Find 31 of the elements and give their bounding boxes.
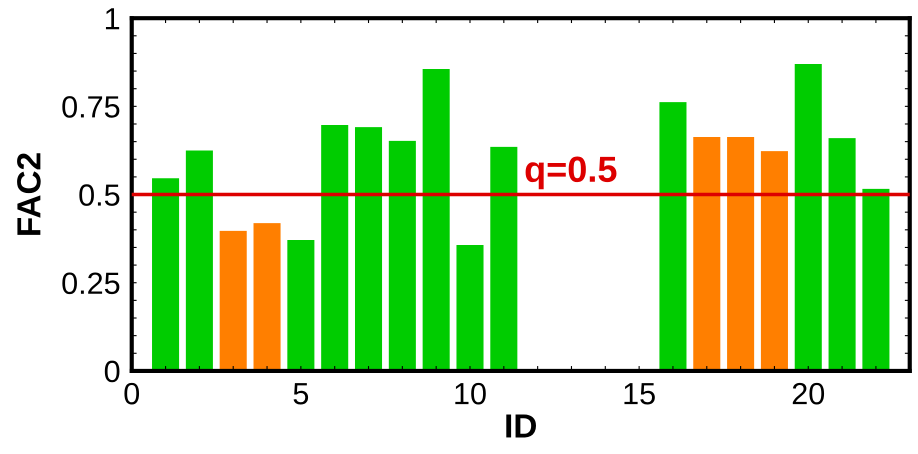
x-tick-label: 5 xyxy=(294,383,308,404)
x-tick-label: 15 xyxy=(624,383,655,404)
bar xyxy=(760,151,788,371)
y-tick-label: 0.5 xyxy=(79,184,120,206)
bar xyxy=(254,223,281,371)
bar xyxy=(828,138,856,371)
ref-line-label: q=0.5 xyxy=(526,156,616,190)
bar xyxy=(727,137,754,371)
x-tick-label: 20 xyxy=(792,382,824,404)
bar xyxy=(220,230,247,371)
bar xyxy=(693,137,720,371)
bar xyxy=(287,240,314,371)
bar xyxy=(794,64,822,371)
x-tick-label: 0 xyxy=(124,382,140,404)
x-axis-title: ID xyxy=(506,414,536,438)
bar xyxy=(152,178,180,371)
bar xyxy=(321,125,348,371)
bar xyxy=(490,146,518,371)
y-tick-label: 0 xyxy=(104,360,120,382)
bar xyxy=(186,150,213,371)
y-tick-label: 0.25 xyxy=(62,272,120,294)
bar xyxy=(659,102,686,371)
x-tick-label: 10 xyxy=(455,382,486,404)
y-axis-title: FAC2 xyxy=(17,153,41,235)
bar xyxy=(862,188,890,371)
y-tick-label: 1 xyxy=(106,8,120,30)
bar xyxy=(422,68,450,371)
bar xyxy=(354,127,382,371)
y-tick-label: 0.75 xyxy=(62,96,120,118)
bar xyxy=(456,244,484,371)
bar xyxy=(388,140,416,371)
